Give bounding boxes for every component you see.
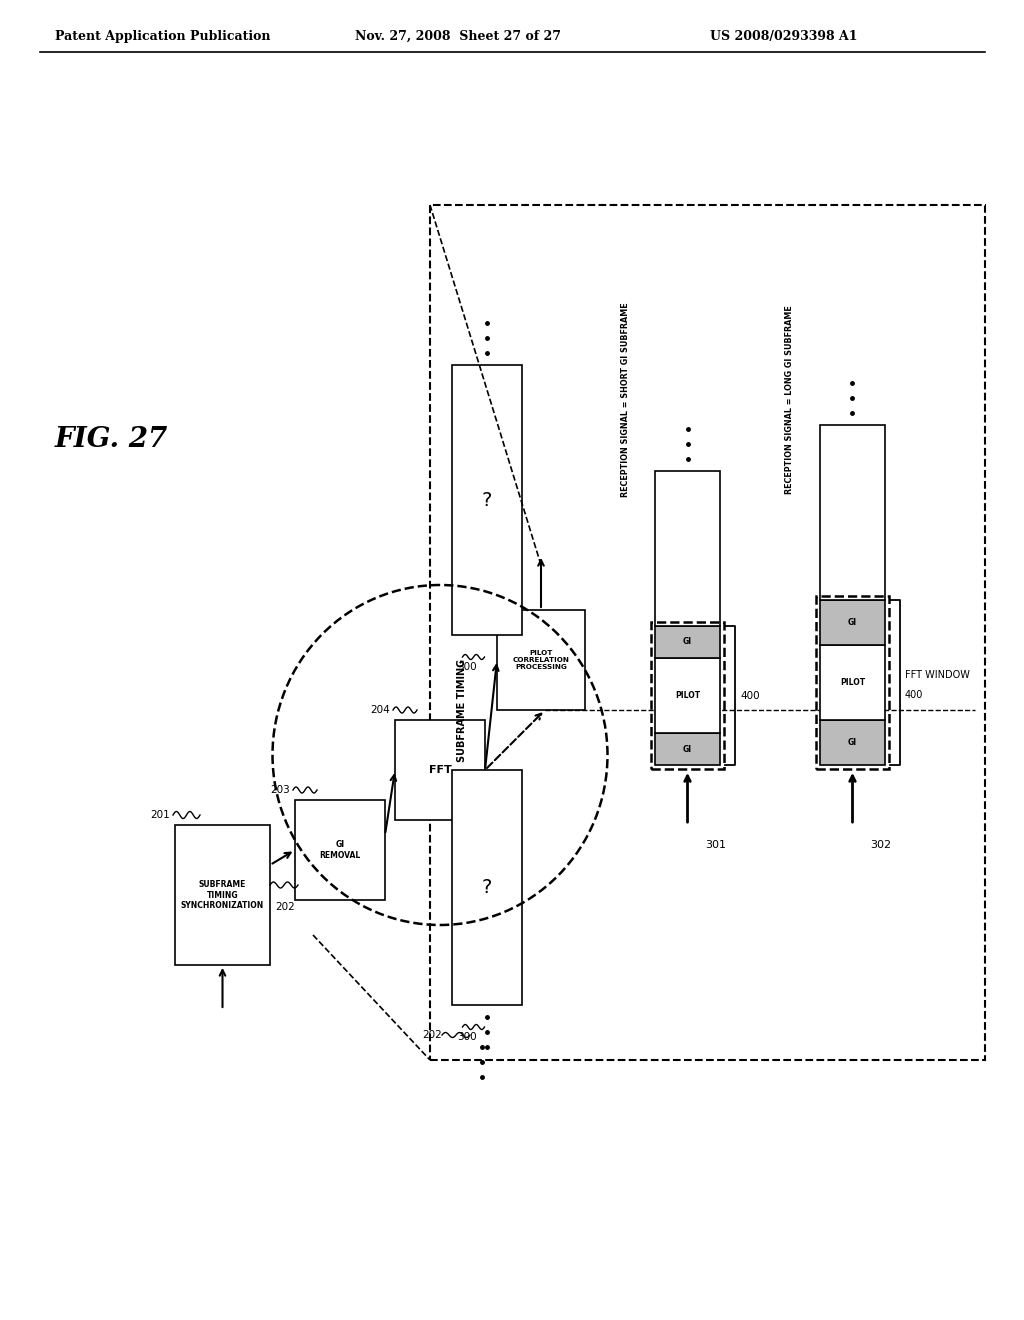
Text: 203: 203 [270, 785, 290, 795]
Bar [655, 733, 720, 766]
Bar [452, 770, 522, 1005]
Text: GI
REMOVAL: GI REMOVAL [319, 841, 360, 859]
Text: FFT WINDOW: FFT WINDOW [905, 669, 970, 680]
Bar [820, 425, 885, 601]
Text: ?: ? [482, 491, 493, 510]
Text: RECEPTION SIGNAL = LONG GI SUBFRAME: RECEPTION SIGNAL = LONG GI SUBFRAME [785, 306, 795, 495]
Text: SUBFRAME
TIMING
SYNCHRONIZATION: SUBFRAME TIMING SYNCHRONIZATION [181, 880, 264, 909]
Text: PILOT
CORRELATION
PROCESSING: PILOT CORRELATION PROCESSING [513, 649, 569, 671]
Text: GI: GI [848, 738, 857, 747]
Bar [175, 825, 270, 965]
Text: US 2008/0293398 A1: US 2008/0293398 A1 [710, 30, 857, 44]
Bar [820, 719, 885, 766]
Bar [497, 610, 585, 710]
Bar [655, 626, 720, 657]
Text: 201: 201 [151, 810, 170, 820]
Text: 202: 202 [275, 902, 295, 912]
Text: Patent Application Publication: Patent Application Publication [55, 30, 270, 44]
Bar [820, 601, 885, 645]
Text: 204: 204 [371, 705, 390, 715]
Bar [395, 719, 485, 820]
Text: GI: GI [848, 618, 857, 627]
Text: ?: ? [482, 878, 493, 898]
Bar [651, 622, 724, 770]
Bar [816, 597, 889, 770]
Text: GI: GI [683, 638, 692, 647]
Bar [295, 800, 385, 900]
Text: RECEPTION SIGNAL = SHORT GI SUBFRAME: RECEPTION SIGNAL = SHORT GI SUBFRAME [621, 302, 630, 498]
Text: Nov. 27, 2008  Sheet 27 of 27: Nov. 27, 2008 Sheet 27 of 27 [355, 30, 561, 44]
Text: SUBFRAME TIMING: SUBFRAME TIMING [457, 659, 467, 762]
Text: PILOT: PILOT [675, 690, 700, 700]
Bar [655, 471, 720, 626]
Text: FIG. 27: FIG. 27 [55, 426, 168, 454]
Bar [820, 645, 885, 719]
Text: GI: GI [683, 744, 692, 754]
Text: 300: 300 [458, 663, 477, 672]
Bar [452, 366, 522, 635]
Text: 302: 302 [870, 840, 891, 850]
Text: 400: 400 [740, 690, 760, 701]
Text: FFT: FFT [429, 766, 452, 775]
Text: 400: 400 [905, 689, 924, 700]
Text: 202: 202 [422, 1030, 442, 1040]
Text: 301: 301 [705, 840, 726, 850]
Text: PILOT: PILOT [840, 678, 865, 686]
Text: 300: 300 [458, 1032, 477, 1041]
Bar [430, 205, 985, 1060]
Bar [655, 657, 720, 733]
